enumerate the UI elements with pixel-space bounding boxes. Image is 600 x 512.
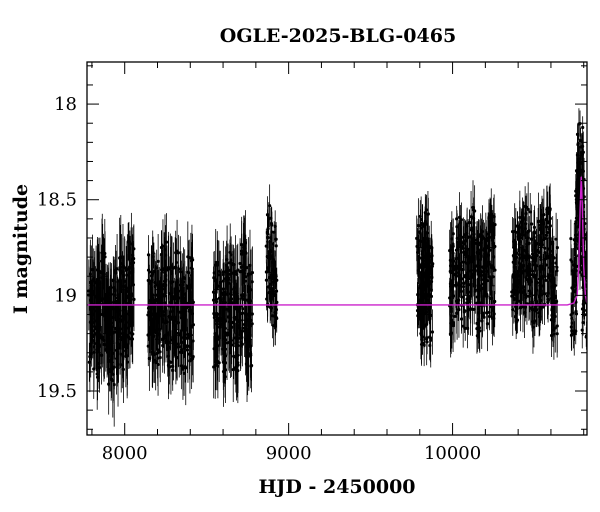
- data-point: [109, 331, 114, 337]
- data-point: [525, 254, 531, 260]
- data-point: [469, 254, 475, 260]
- data-point: [463, 273, 469, 279]
- data-point: [417, 264, 423, 270]
- data-point: [115, 308, 121, 314]
- y-tick-label: 19: [54, 285, 77, 306]
- data-point: [128, 292, 134, 298]
- data-point: [482, 273, 488, 279]
- data-point: [519, 264, 524, 270]
- data-point: [578, 168, 583, 174]
- data-point: [571, 283, 577, 289]
- x-tick-label: 10000: [424, 443, 481, 464]
- data-point: [155, 312, 160, 317]
- data-point: [538, 264, 544, 270]
- data-point: [214, 312, 219, 317]
- y-axis-label: I magnitude: [10, 184, 32, 314]
- data-point: [181, 321, 187, 327]
- data-point: [476, 283, 482, 289]
- y-tick-label: 18: [54, 94, 77, 115]
- x-axis-label: HJD - 2450000: [258, 476, 415, 498]
- data-point: [423, 254, 429, 260]
- y-tick-label: 18.5: [37, 190, 77, 211]
- axis-ticks: 8000 9000 10000 18 18.5 19 19.5: [37, 62, 587, 464]
- chart-title: OGLE-2025-BLG-0465: [220, 25, 456, 47]
- data-point: [266, 254, 272, 260]
- data-point: [456, 264, 462, 270]
- data-point: [233, 315, 239, 321]
- data-point: [420, 292, 426, 298]
- data-point: [96, 321, 101, 327]
- data-point: [168, 315, 174, 321]
- data-point: [489, 264, 495, 270]
- data-point: [122, 315, 128, 321]
- data-point: [220, 321, 226, 327]
- data-point: [551, 283, 557, 289]
- data-point: [512, 273, 518, 279]
- data-point: [532, 273, 537, 279]
- data-point: [427, 292, 433, 298]
- y-tick-label: 19.5: [37, 381, 77, 402]
- x-tick-label: 9000: [266, 443, 312, 464]
- data-point: [545, 254, 551, 260]
- observation-points: [87, 108, 587, 427]
- data-point: [271, 273, 277, 279]
- data-point: [450, 283, 455, 289]
- data-point: [161, 292, 167, 298]
- data-point: [246, 312, 252, 317]
- data-point: [240, 292, 246, 298]
- plot-frame: [86, 61, 588, 436]
- x-tick-label: 8000: [102, 443, 148, 464]
- data-point: [187, 308, 193, 314]
